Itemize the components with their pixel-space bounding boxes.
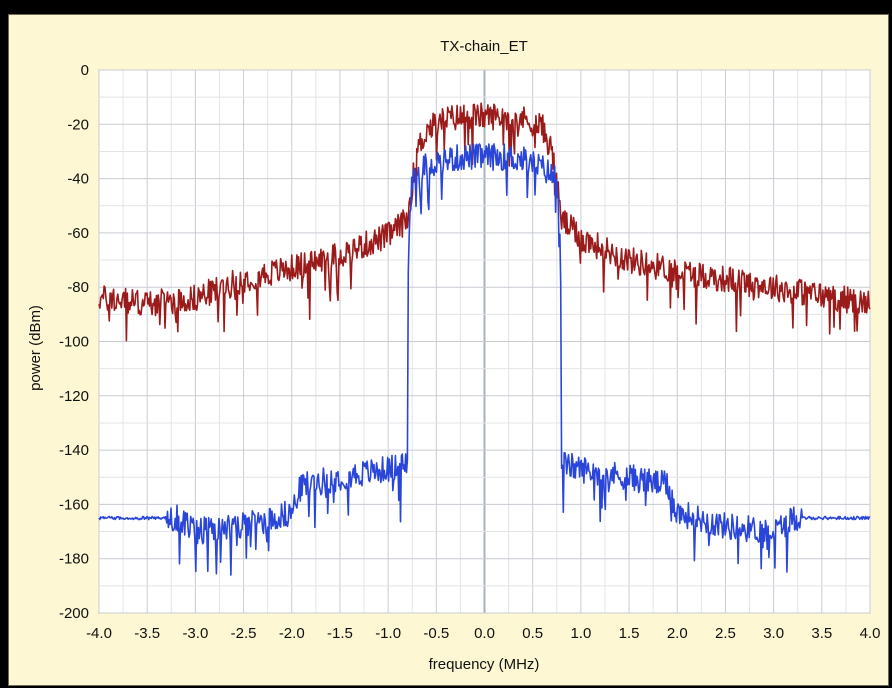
y-tick-label: -180 <box>59 551 89 568</box>
y-tick-label: -120 <box>59 388 89 405</box>
y-tick-label: 0 <box>81 62 89 79</box>
y-tick-label: -200 <box>59 605 89 622</box>
y-tick-label: -100 <box>59 334 89 351</box>
series-line-1 <box>98 102 871 342</box>
y-tick-label: -40 <box>67 171 89 188</box>
y-tick-label: -160 <box>59 496 89 513</box>
x-tick-label: 0.5 <box>522 625 543 642</box>
y-tick-label: -20 <box>67 116 89 133</box>
x-tick-label: 1.5 <box>619 625 640 642</box>
x-tick-label: 1.0 <box>570 625 591 642</box>
x-tick-label: -4.0 <box>86 625 112 642</box>
x-tick-label: -2.5 <box>231 625 257 642</box>
tick-layer: -4.0 -3.5 -3.0 -2.5 -2.0 -1.5 -1.0 -0.5 0.0 0.5 1.… <box>59 62 880 642</box>
x-tick-label: -0.5 <box>423 625 449 642</box>
x-tick-label: -1.5 <box>327 625 353 642</box>
x-tick-label: 3.5 <box>811 625 832 642</box>
x-tick-label: -2.0 <box>279 625 305 642</box>
chart-panel: -4.0 -3.5 -3.0 -2.5 -2.0 -1.5 -1.0 -0.5 0.0 0.5 1.… <box>8 14 889 686</box>
x-tick-label: 0.0 <box>474 625 495 642</box>
x-tick-label: -1.0 <box>375 625 401 642</box>
x-tick-label: 4.0 <box>860 625 881 642</box>
y-tick-label: -140 <box>59 442 89 459</box>
x-tick-label: 2.0 <box>667 625 688 642</box>
y-tick-label: -80 <box>67 279 89 296</box>
y-axis-label: power (dBm) <box>27 305 44 391</box>
series-line-2 <box>98 143 871 576</box>
chart-svg: -4.0 -3.5 -3.0 -2.5 -2.0 -1.5 -1.0 -0.5 0.0 0.5 1.… <box>27 38 880 673</box>
x-tick-label: -3.5 <box>134 625 160 642</box>
series-layer <box>98 102 871 576</box>
x-tick-label: 2.5 <box>715 625 736 642</box>
x-tick-label: -3.0 <box>182 625 208 642</box>
y-tick-label: -60 <box>67 225 89 242</box>
chart-title: TX-chain_ET <box>440 38 528 55</box>
x-tick-label: 3.0 <box>763 625 784 642</box>
x-axis-label: frequency (MHz) <box>429 656 540 673</box>
